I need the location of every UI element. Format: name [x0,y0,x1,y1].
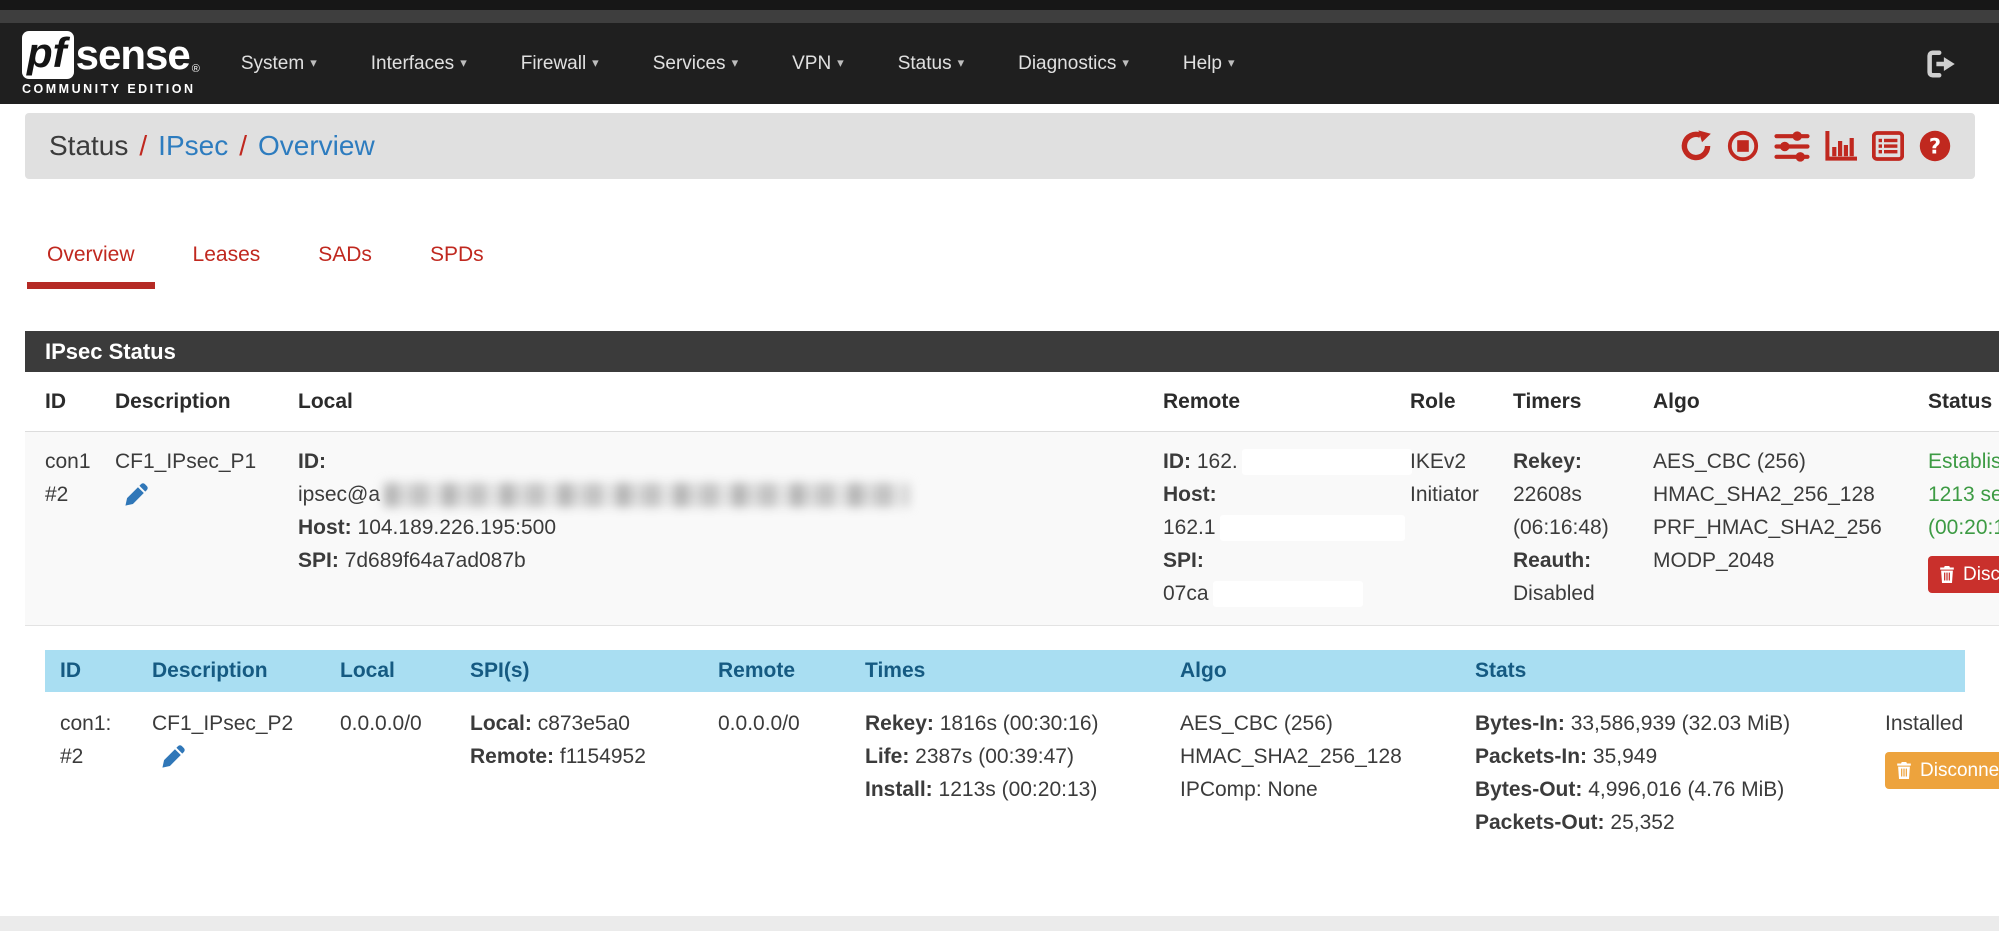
breadcrumb-separator: / [239,130,247,161]
chevron-down-icon: ▾ [460,54,467,70]
nav-item-system[interactable]: System ▾ [240,52,317,74]
refresh-icon[interactable] [1680,130,1712,162]
chevron-down-icon: ▾ [957,54,965,70]
cell-remote: ID: 162. Host: 162.1 SPI: 07ca [1163,445,1412,610]
col-header-times: Times [865,659,926,682]
nav-item-services[interactable]: Services ▾ [652,52,739,74]
cell-timers: Rekey: 22608s (06:16:48) Reauth: Disable… [1513,450,1609,605]
cell-description: CF1_IPsec_P2 [152,707,340,839]
cell-algo: AES_CBC (256) HMAC_SHA2_256_128 IPComp: … [1180,712,1402,801]
nav-item-diagnostics[interactable]: Diagnostics ▾ [1018,52,1129,74]
trash-icon [1897,762,1911,779]
trash-icon [1940,566,1954,583]
redacted-value [1212,581,1363,608]
cell-spis: Local: c873e5a0 Remote: f1154952 [470,712,646,768]
col-header-stats: Stats [1475,659,1527,682]
cell-status: Installed Disconnect [1885,707,1999,839]
logo-registered-mark: ® [191,63,200,75]
cell-id: con1: #2 [60,712,112,768]
page-action-icons: ? [1680,130,1951,162]
bar-chart-icon[interactable] [1825,131,1857,161]
col-header-id: ID [45,389,66,413]
child-table-header: ID Description Local SPI(s) Remote Times… [45,650,1965,692]
col-header-status: Status [1928,389,1993,413]
col-header-description: Description [152,659,268,682]
cell-description: CF1_IPsec_P1 [115,445,298,610]
col-header-description: Description [115,389,231,413]
logo-pf: pf [22,31,74,79]
redacted-value [1241,449,1412,476]
logo-edition: COMMUNITY EDITION [22,82,196,96]
help-icon[interactable]: ? [1919,130,1951,162]
chevron-down-icon: ▾ [1122,54,1129,70]
edit-icon[interactable] [160,744,186,780]
nav-item-firewall[interactable]: Firewall ▾ [520,52,599,74]
svg-text:?: ? [1929,135,1941,159]
list-icon[interactable] [1872,131,1904,161]
page-footer-strip [0,916,1999,931]
nav-item-status[interactable]: Status ▾ [897,52,965,74]
cell-local: 0.0.0.0/0 [340,712,422,735]
cell-status: Established 1213 seconds (00:20:13) ago … [1928,445,1999,610]
nav-item-interfaces[interactable]: Interfaces ▾ [370,52,467,74]
col-header-timers: Timers [1513,389,1582,413]
ike-table-header: ID Description Local Remote Role Timers … [25,372,1999,432]
pfsense-logo[interactable]: pf sense ® COMMUNITY EDITION [22,31,200,96]
ipsec-tabs: Overview Leases SADs SPDs [27,243,1999,289]
cell-role: IKEv2 Initiator [1410,450,1479,506]
chevron-down-icon: ▾ [592,54,599,70]
child-sa-table: ID Description Local SPI(s) Remote Times… [45,650,1999,859]
sliders-icon[interactable] [1774,130,1810,162]
col-header-local: Local [298,389,353,413]
redacted-value [384,483,910,508]
sign-out-icon[interactable] [1925,49,1959,79]
tab-overview[interactable]: Overview [27,243,155,289]
top-accent-strip [0,10,1999,23]
col-header-spis: SPI(s) [470,659,530,682]
col-header-id: ID [60,659,81,682]
col-header-remote: Remote [1163,389,1241,413]
cell-local: ID: ipsec@a Host: 104.189.226.195:500 SP… [298,445,1163,610]
col-header-remote: Remote [718,659,796,682]
chevron-down-icon: ▾ [731,54,739,70]
breadcrumb-overview-link[interactable]: Overview [257,130,375,161]
panel-title: IPsec Status [25,331,1999,372]
disconnect-button[interactable]: Disconnect [1928,556,1999,593]
chevron-down-icon: ▾ [1227,54,1235,70]
tab-leases[interactable]: Leases [192,243,261,266]
top-edge-strip [0,0,1999,10]
col-header-algo: Algo [1180,659,1227,682]
cell-times: Rekey: 1816s (00:30:16) Life: 2387s (00:… [865,712,1099,801]
breadcrumb: Status / IPsec / Overview [25,113,1975,179]
breadcrumb-status: Status [49,130,129,161]
redacted-value [1219,515,1405,542]
cell-remote: 0.0.0.0/0 [718,712,800,735]
cell-algo: AES_CBC (256) HMAC_SHA2_256_128 PRF_HMAC… [1653,450,1882,572]
edit-icon[interactable] [123,482,149,518]
cell-id: con1 #2 [45,450,91,506]
disconnect-button[interactable]: Disconnect [1885,752,1999,789]
breadcrumb-ipsec-link[interactable]: IPsec [158,130,229,161]
col-header-algo: Algo [1653,389,1700,413]
table-row: con1: #2 CF1_IPsec_P2 0.0.0.0/0 Local: c… [45,692,1999,859]
table-row: con1 #2 CF1_IPsec_P1 ID: ipsec@a Host: 1… [25,432,1999,626]
status-established: Established [1928,450,1999,473]
chevron-down-icon: ▾ [310,54,317,70]
nav-item-vpn[interactable]: VPN ▾ [792,52,844,74]
col-header-local: Local [340,659,395,682]
main-navbar: pf sense ® COMMUNITY EDITION System ▾ Int… [0,23,1999,104]
col-header-role: Role [1410,389,1456,413]
nav-item-help[interactable]: Help ▾ [1182,52,1235,74]
stop-icon[interactable] [1727,130,1759,162]
status-installed: Installed [1885,712,1964,735]
ipsec-status-panel: IPsec Status ID Description Local Remote… [25,331,1999,859]
logo-sense: sense [75,31,191,78]
nav-menu: System ▾ Interfaces ▾ Firewall ▾ Services ▾ … [214,39,1262,89]
tab-sads[interactable]: SADs [318,243,372,266]
breadcrumb-separator: / [139,130,148,161]
chevron-down-icon: ▾ [837,54,844,70]
tab-spds[interactable]: SPDs [429,243,484,266]
cell-stats: Bytes-In: 33,586,939 (32.03 MiB) Packets… [1475,712,1791,834]
